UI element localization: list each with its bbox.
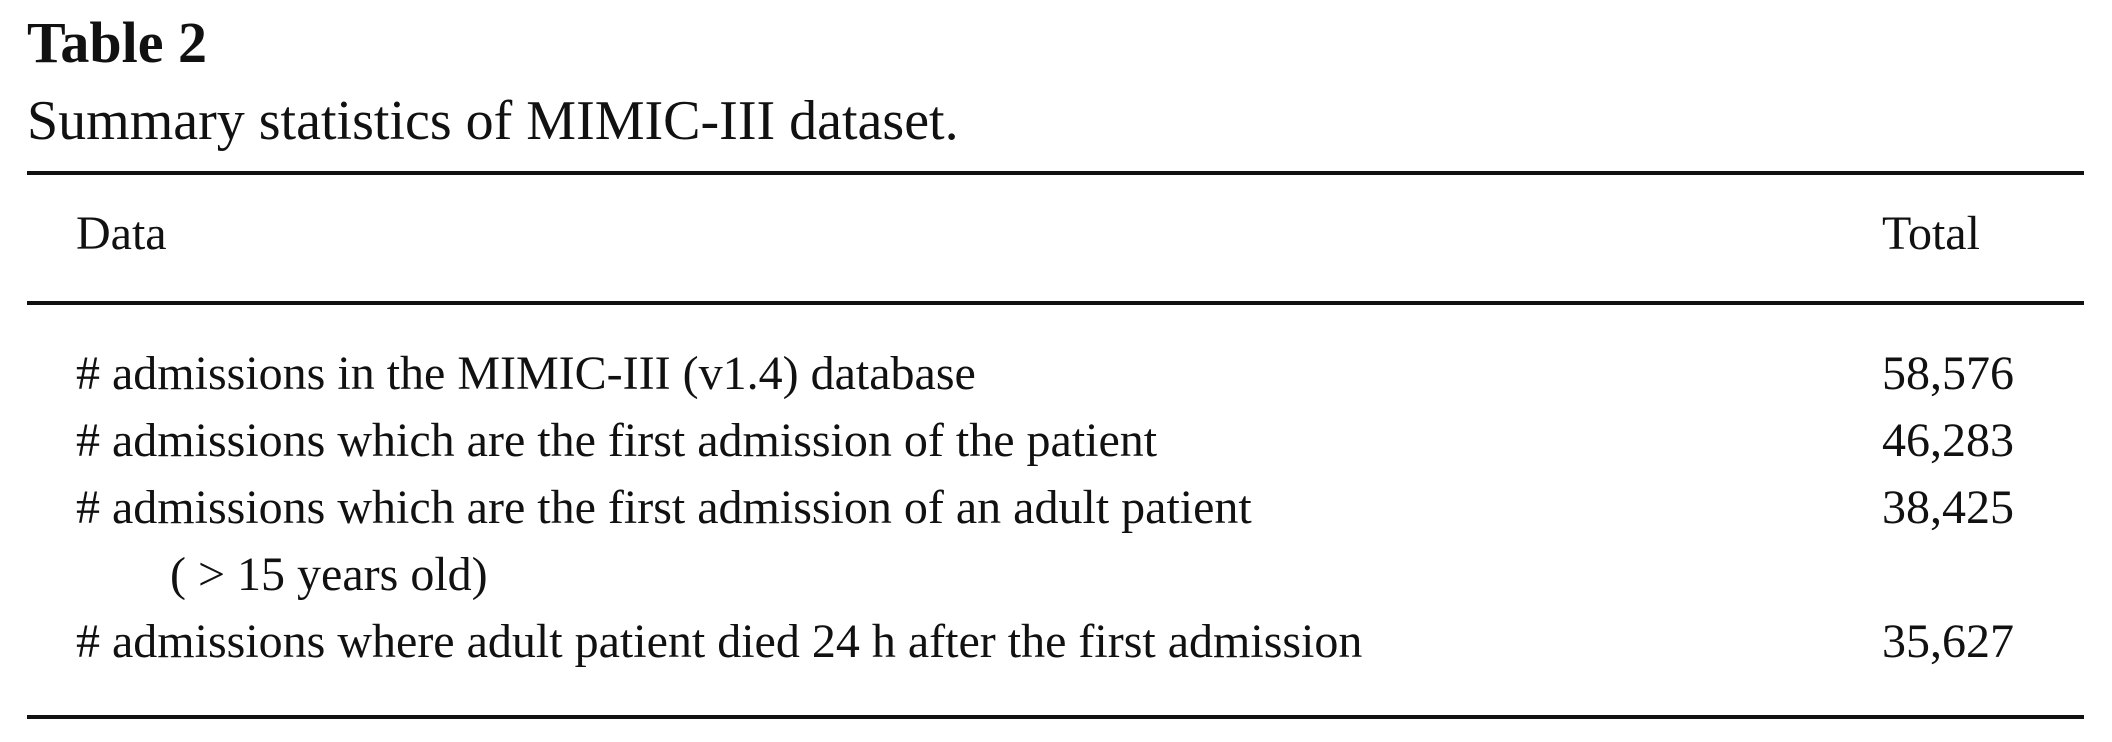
row-text-continuation: ( > 15 years old): [170, 548, 488, 601]
row-total: 35,627: [1882, 615, 2014, 668]
top-rule: [27, 171, 2084, 175]
row-total: 46,283: [1882, 414, 2014, 467]
header-rule: [27, 301, 2084, 305]
bottom-rule: [27, 715, 2084, 719]
row-text: # admissions which are the first admissi…: [76, 481, 1252, 534]
column-header-total: Total: [1882, 207, 1980, 260]
row-text: # admissions in the MIMIC-III (v1.4) dat…: [76, 347, 976, 400]
row-text: # admissions where adult patient died 24…: [76, 615, 1363, 668]
row-text: # admissions which are the first admissi…: [76, 414, 1158, 467]
table-caption: Summary statistics of MIMIC-III dataset.: [27, 90, 959, 152]
row-total: 38,425: [1882, 481, 2014, 534]
column-header-data: Data: [76, 207, 167, 260]
table-label: Table 2: [27, 10, 207, 75]
row-total: 58,576: [1882, 347, 2014, 400]
